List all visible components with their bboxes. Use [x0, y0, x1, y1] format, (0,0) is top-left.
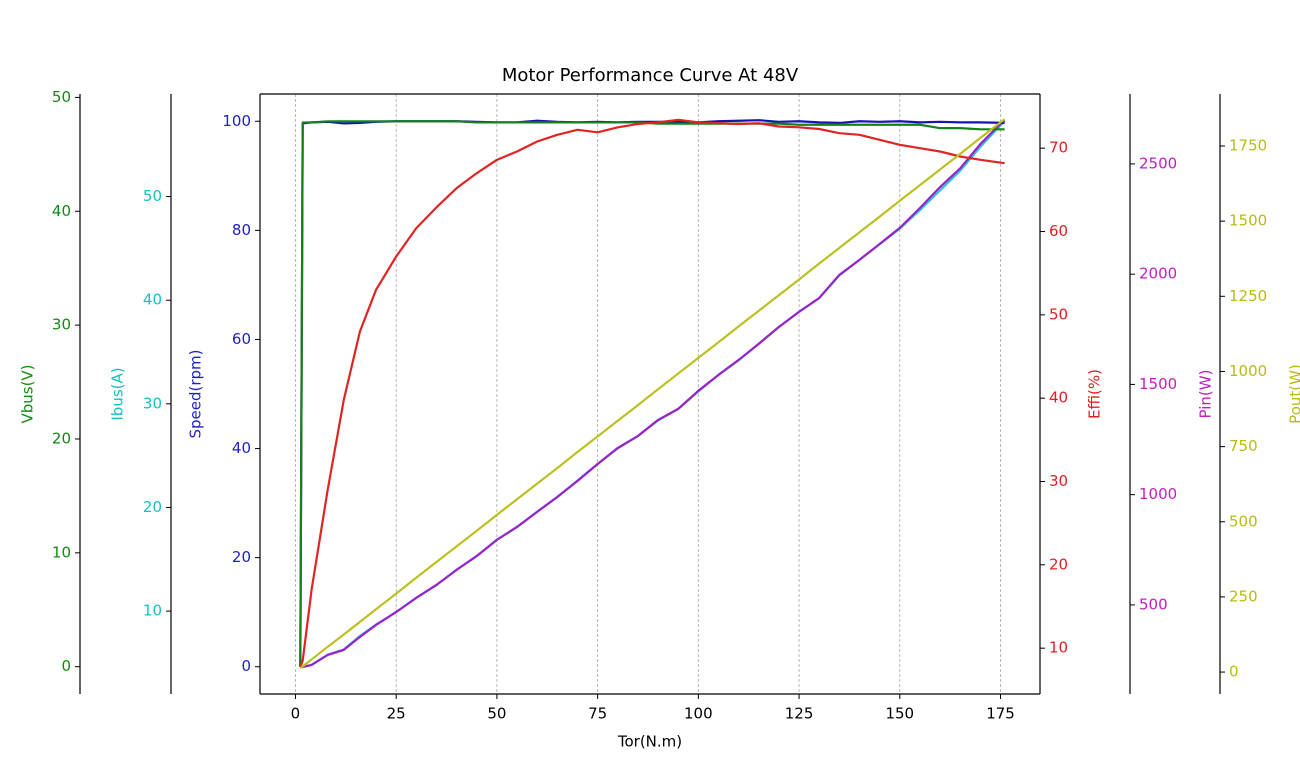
- y-tick-label: 20: [1049, 555, 1068, 573]
- y-axis-label: Speed(rpm): [187, 349, 205, 438]
- y-tick-label: 10: [1049, 639, 1068, 657]
- y-tick-label: 500: [1139, 595, 1168, 613]
- y-tick-label: 1250: [1229, 287, 1267, 305]
- y-tick-label: 1000: [1139, 485, 1177, 503]
- y-tick-label: 750: [1229, 437, 1258, 455]
- y-tick-label: 20: [143, 498, 162, 516]
- y-tick-label: 10: [52, 543, 71, 561]
- y-tick-label: 40: [232, 439, 251, 457]
- y-axis-label: Pin(W): [1197, 370, 1215, 419]
- y-axis-label: Ibus(A): [109, 367, 127, 420]
- y-tick-label: 30: [52, 316, 71, 334]
- y-tick-label: 2000: [1139, 265, 1177, 283]
- y-axis-label: Vbus(V): [19, 364, 37, 423]
- y-tick-label: 2500: [1139, 154, 1177, 172]
- y-tick-label: 30: [1049, 472, 1068, 490]
- x-tick-label: 25: [387, 705, 406, 723]
- y-tick-label: 40: [1049, 389, 1068, 407]
- y-tick-label: 40: [143, 291, 162, 309]
- y-tick-label: 60: [232, 330, 251, 348]
- x-tick-label: 100: [684, 705, 713, 723]
- y-tick-label: 70: [1049, 139, 1068, 157]
- y-tick-label: 50: [52, 88, 71, 106]
- y-tick-label: 20: [232, 548, 251, 566]
- x-tick-label: 50: [487, 705, 506, 723]
- y-tick-label: 500: [1229, 512, 1258, 530]
- y-tick-label: 1750: [1229, 137, 1267, 155]
- x-tick-label: 125: [785, 705, 814, 723]
- y-tick-label: 40: [52, 202, 71, 220]
- y-tick-label: 10: [143, 602, 162, 620]
- y-tick-label: 80: [232, 221, 251, 239]
- series-line: [300, 119, 1004, 668]
- chart-title: Motor Performance Curve At 48V: [502, 65, 799, 86]
- y-tick-label: 0: [61, 657, 71, 675]
- x-tick-label: 150: [885, 705, 914, 723]
- x-tick-label: 175: [986, 705, 1015, 723]
- x-tick-label: 75: [588, 705, 607, 723]
- y-tick-label: 30: [143, 394, 162, 412]
- y-tick-label: 1000: [1229, 362, 1267, 380]
- y-axis-label: Effi(%): [1086, 369, 1104, 419]
- x-axis-label: Tor(N.m): [617, 733, 682, 751]
- y-tick-label: 0: [1229, 663, 1239, 681]
- y-tick-label: 0: [241, 657, 251, 675]
- x-tick-label: 0: [291, 705, 301, 723]
- y-tick-label: 100: [222, 112, 251, 130]
- y-tick-label: 60: [1049, 222, 1068, 240]
- y-tick-label: 50: [143, 187, 162, 205]
- y-tick-label: 250: [1229, 587, 1258, 605]
- y-tick-label: 20: [52, 429, 71, 447]
- y-axis-label: Pout(W): [1287, 364, 1300, 424]
- y-tick-label: 1500: [1229, 212, 1267, 230]
- y-tick-label: 50: [1049, 305, 1068, 323]
- y-tick-label: 1500: [1139, 375, 1177, 393]
